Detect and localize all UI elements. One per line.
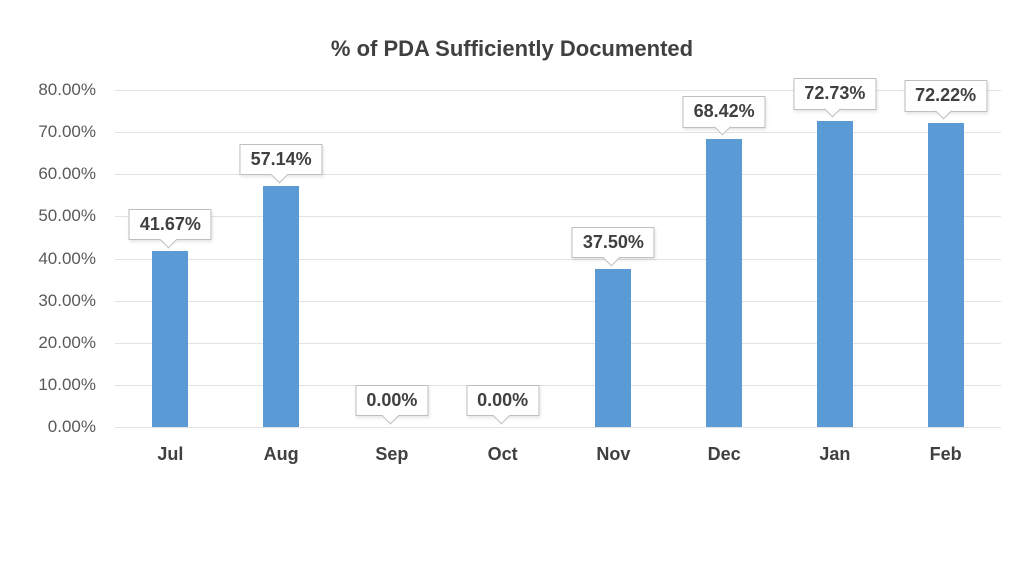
data-label: 57.14% xyxy=(250,148,312,169)
gridline xyxy=(115,342,1001,344)
callout-tail xyxy=(493,407,510,424)
y-axis-tick: 80.00% xyxy=(38,80,96,99)
data-label: 72.73% xyxy=(804,83,866,104)
y-axis-tick: 20.00% xyxy=(38,332,96,352)
bar-feb xyxy=(927,122,964,427)
chart-column-aug: 57.14% xyxy=(220,90,342,427)
gridline xyxy=(115,216,1001,218)
x-axis-label-sep: Sep xyxy=(375,444,409,464)
bar-nov xyxy=(595,269,632,427)
y-axis-tick: 50.00% xyxy=(38,206,96,226)
gridline xyxy=(115,132,1001,134)
bar-aug xyxy=(263,186,300,427)
gridline xyxy=(115,174,1001,176)
chart-column-oct: 0.00% xyxy=(442,90,564,427)
data-label: 72.22% xyxy=(915,85,977,106)
x-axis-label-feb: Feb xyxy=(929,444,962,464)
chart-column-dec: 68.42% xyxy=(663,90,785,427)
callout-tail xyxy=(824,100,842,118)
gridline xyxy=(115,427,1001,428)
y-axis-tick: 60.00% xyxy=(38,164,96,184)
data-label: 68.42% xyxy=(693,101,755,122)
x-axis-label-jan: Jan xyxy=(819,444,851,464)
data-label-callout: 41.67% xyxy=(128,208,212,249)
data-label-callout: 68.42% xyxy=(682,96,766,136)
plot-area: 41.67% 57.14% 0.00% 0.00% xyxy=(115,78,1001,428)
data-label: 41.67% xyxy=(139,213,201,234)
callout-tail xyxy=(713,118,731,136)
bar-jul xyxy=(152,251,189,427)
data-label-callout: 0.00% xyxy=(466,384,540,424)
x-axis: Jul Aug Sep Oct Nov Dec Jan Feb xyxy=(115,444,1001,474)
data-label: 0.00% xyxy=(477,389,529,410)
x-axis-label-oct: Oct xyxy=(487,444,518,464)
x-axis-label-dec: Dec xyxy=(707,444,741,464)
y-axis-tick: 10.00% xyxy=(38,374,96,394)
y-axis-tick: 30.00% xyxy=(38,290,96,310)
data-label-callout: 72.22% xyxy=(904,80,988,120)
chart-column-jan: 72.73% xyxy=(774,78,896,427)
gridline xyxy=(115,300,1001,302)
gridline xyxy=(115,384,1001,386)
callout-tail xyxy=(935,102,953,120)
chart-title: % of PDA Sufficiently Documented xyxy=(330,36,694,61)
data-label-callout: 72.73% xyxy=(793,78,877,118)
x-axis-label-jul: Jul xyxy=(157,444,184,464)
y-axis-tick: 70.00% xyxy=(38,122,96,142)
y-axis-tick: 40.00% xyxy=(38,248,96,268)
callout-tail xyxy=(382,407,400,424)
data-label-callout: 57.14% xyxy=(239,143,323,184)
x-axis-label-aug: Aug xyxy=(263,444,299,464)
y-axis-tick: 0.00% xyxy=(47,417,96,436)
data-label-callout: 37.50% xyxy=(571,226,655,267)
bar-dec xyxy=(706,138,743,427)
gridline xyxy=(115,258,1001,260)
y-axis: 80.00% 70.00% 60.00% 50.00% 40.00% 30.00… xyxy=(0,80,102,436)
data-label: 0.00% xyxy=(366,389,418,410)
chart-column-nov: 37.50% xyxy=(552,90,674,427)
data-label-callout: 0.00% xyxy=(355,384,429,424)
x-axis-label-nov: Nov xyxy=(596,444,631,464)
callout-tail xyxy=(270,166,288,184)
chart-column-jul: 41.67% xyxy=(109,90,231,427)
callout-tail xyxy=(602,249,620,267)
data-label: 37.50% xyxy=(582,231,644,252)
chart-column-sep: 0.00% xyxy=(331,90,453,427)
bar-jan xyxy=(816,120,853,427)
chart-column-feb: 72.22% xyxy=(885,80,1007,427)
gridline xyxy=(115,90,1001,91)
callout-tail xyxy=(159,231,177,249)
